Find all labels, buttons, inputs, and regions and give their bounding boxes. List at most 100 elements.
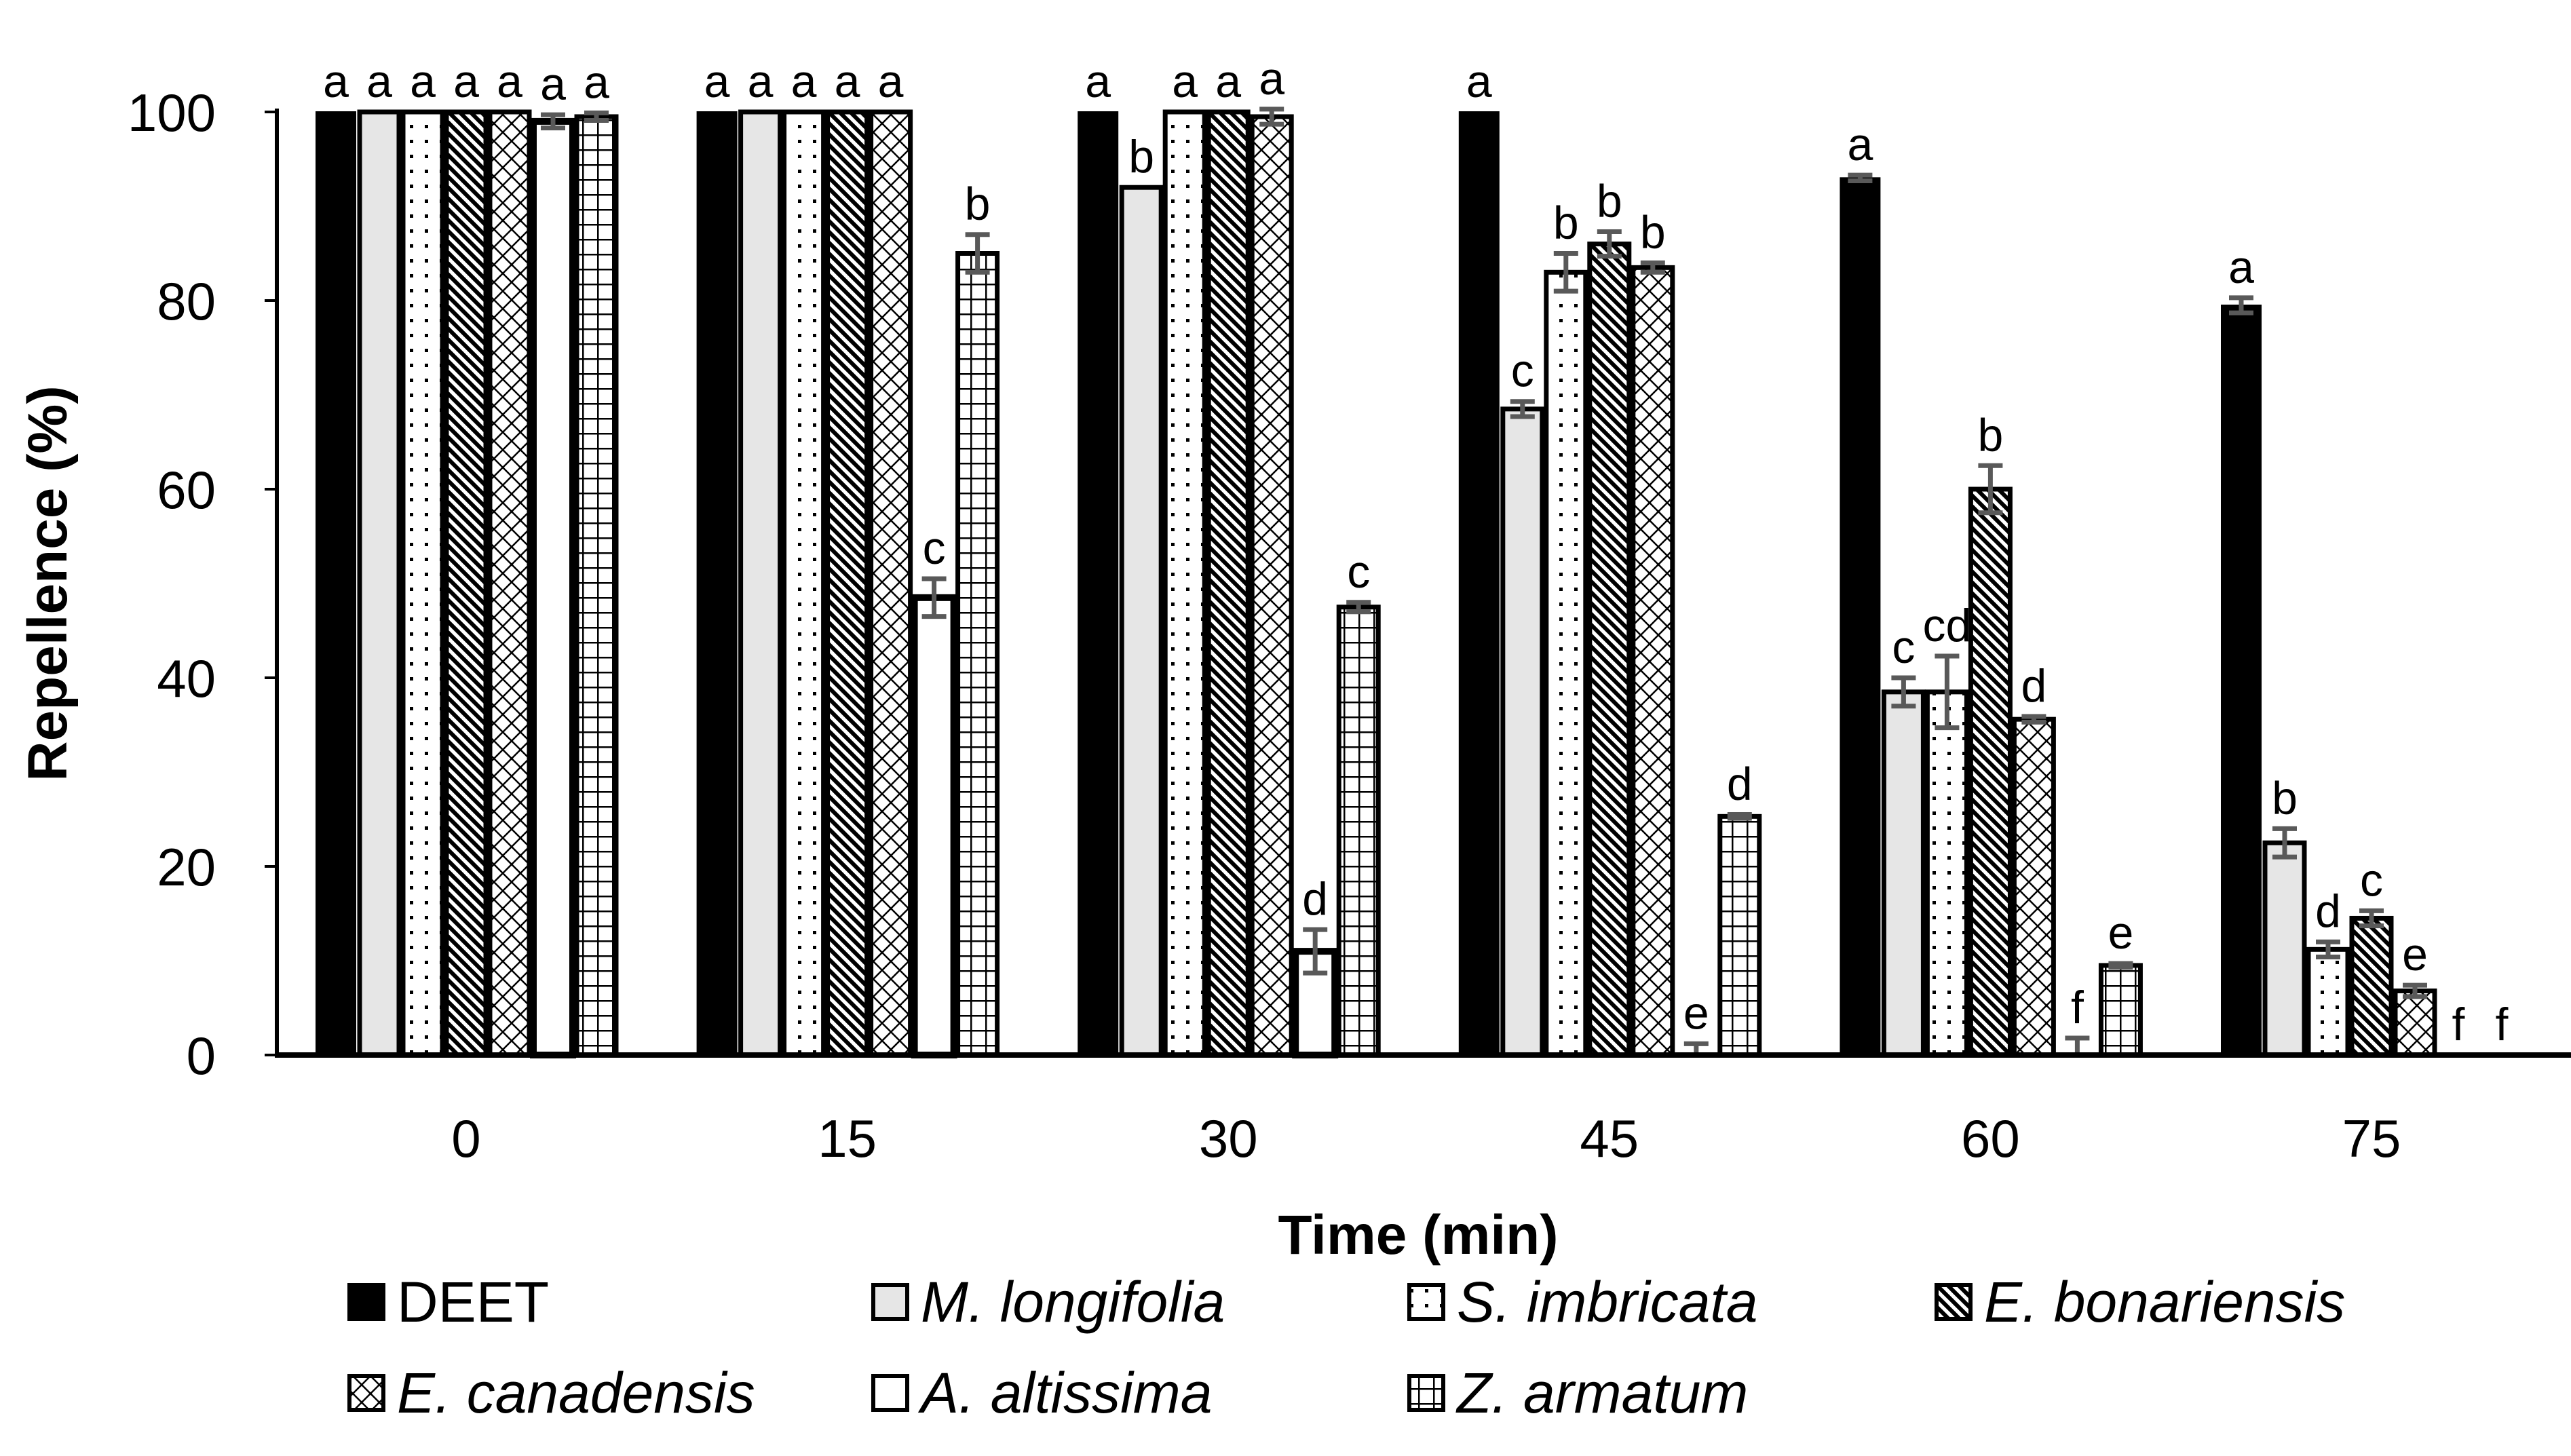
legend: DEET M. longifolia S. imbricata E. bonarien…: [347, 1270, 2345, 1425]
bar-s-imbricata: [1924, 689, 1969, 1058]
bar-e-bonariensis: [1968, 486, 2013, 1058]
significance-letter: c: [1347, 546, 1370, 598]
bar-s-imbricata: [1544, 269, 1588, 1058]
x-tick-label: 30: [1199, 1109, 1258, 1168]
legend-item: DEET: [347, 1270, 549, 1334]
significance-letter: a: [791, 56, 817, 107]
bar-z-armatum: [2098, 963, 2143, 1058]
bar-e-bonariensis: [2349, 915, 2394, 1058]
bar-e-canadensis: [2011, 716, 2056, 1058]
significance-letter: c: [1892, 621, 1915, 673]
legend-label: A. altissima: [917, 1361, 1212, 1425]
bar-m-longifolia: [738, 109, 783, 1058]
significance-letter: b: [1553, 197, 1579, 249]
significance-letter: a: [1085, 56, 1111, 107]
significance-letter: e: [2402, 929, 2428, 980]
bar-z-armatum: [1336, 605, 1381, 1058]
bar-z-armatum: [574, 114, 619, 1058]
legend-label: S. imbricata: [1457, 1270, 1757, 1334]
legend-swatch: [1407, 1283, 1445, 1321]
bar-m-longifolia: [1500, 406, 1545, 1058]
bar-e-canadensis: [869, 109, 913, 1058]
error-bar: [1259, 107, 1284, 127]
x-tick-label: 45: [1580, 1109, 1639, 1168]
error-bar: [1346, 600, 1371, 615]
significance-letter: e: [1683, 987, 1709, 1039]
significance-letter: e: [2108, 907, 2133, 959]
x-axis-title: Time (min): [1278, 1204, 1558, 1266]
legend-label: E. canadensis: [397, 1361, 755, 1425]
legend-item: E. bonariensis: [1935, 1270, 2345, 1334]
error-bar: [965, 232, 990, 275]
significance-letter: a: [704, 56, 730, 107]
bar-z-armatum: [1717, 813, 1762, 1058]
error-bar: [1935, 653, 1960, 731]
error-bar: [1597, 229, 1622, 259]
bar-deet: [2221, 304, 2262, 1056]
significance-letter: a: [540, 58, 566, 110]
significance-letter: b: [1977, 409, 2003, 461]
y-tick-label: 100: [128, 83, 216, 142]
bar-m-longifolia: [2262, 840, 2307, 1058]
error-bar: [921, 576, 947, 619]
bar-e-bonariensis: [1206, 109, 1251, 1058]
bar-s-imbricata: [782, 109, 826, 1058]
x-tick-label: 75: [2342, 1109, 2401, 1168]
bar-e-bonariensis: [444, 109, 489, 1058]
significance-letter: cd: [1922, 600, 1971, 651]
error-bar: [2272, 826, 2297, 860]
significance-letter: c: [2360, 854, 2383, 906]
legend-swatch: [871, 1374, 909, 1412]
legend-item: M. longifolia: [871, 1270, 1225, 1334]
error-bar: [1553, 251, 1578, 294]
legend-label: E. bonariensis: [1984, 1270, 2345, 1334]
significance-letter: f: [2496, 999, 2509, 1050]
bar-e-bonariensis: [1587, 242, 1632, 1058]
y-tick-label: 80: [157, 271, 216, 331]
significance-letter: c: [1511, 345, 1534, 397]
bar-deet: [1458, 111, 1500, 1056]
legend-swatch: [1935, 1283, 1973, 1321]
significance-letter: f: [2452, 999, 2465, 1050]
significance-letter: a: [410, 56, 436, 107]
y-tick-label: 40: [157, 649, 216, 708]
legend-item: E. canadensis: [347, 1361, 755, 1425]
significance-letter: a: [366, 56, 392, 107]
bar-z-armatum: [955, 251, 1000, 1058]
error-bar: [1510, 399, 1535, 419]
bar-e-canadensis: [1631, 265, 1675, 1058]
legend-swatch: [871, 1283, 909, 1321]
significance-letter: a: [878, 56, 904, 107]
y-tick-labels: 0 20 40 60 80 100: [128, 83, 277, 1086]
significance-letter: a: [1259, 53, 1284, 104]
x-tick-label: 0: [451, 1109, 480, 1168]
significance-letter: a: [497, 56, 522, 107]
significance-letter: b: [1640, 206, 1666, 258]
significance-letter: a: [1466, 56, 1492, 107]
significance-letter: f: [2071, 982, 2084, 1033]
significance-letter: d: [1727, 759, 1753, 810]
significance-letter: a: [835, 56, 860, 107]
x-tick-label: 60: [1961, 1109, 2020, 1168]
error-bar: [1978, 463, 2003, 516]
error-bar: [2108, 961, 2133, 970]
error-bar: [1303, 927, 1328, 976]
legend-swatch: [347, 1283, 385, 1321]
x-tick-labels: 0 15 30 45 60 75: [451, 1109, 2401, 1168]
error-bar: [1891, 675, 1916, 709]
significance-letter: a: [1847, 119, 1873, 170]
error-bar: [2229, 295, 2253, 315]
significance-letter: a: [748, 56, 774, 107]
bar-s-imbricata: [400, 109, 445, 1058]
legend-item: A. altissima: [871, 1361, 1212, 1425]
significance-letter: b: [965, 178, 991, 230]
error-bar: [584, 110, 609, 123]
significance-letter: a: [1172, 56, 1198, 107]
significance-letter: a: [1215, 56, 1241, 107]
error-bar: [2359, 908, 2384, 929]
legend-item: S. imbricata: [1407, 1270, 1757, 1334]
significance-letter: a: [323, 56, 349, 107]
bar-e-canadensis: [2393, 988, 2437, 1058]
